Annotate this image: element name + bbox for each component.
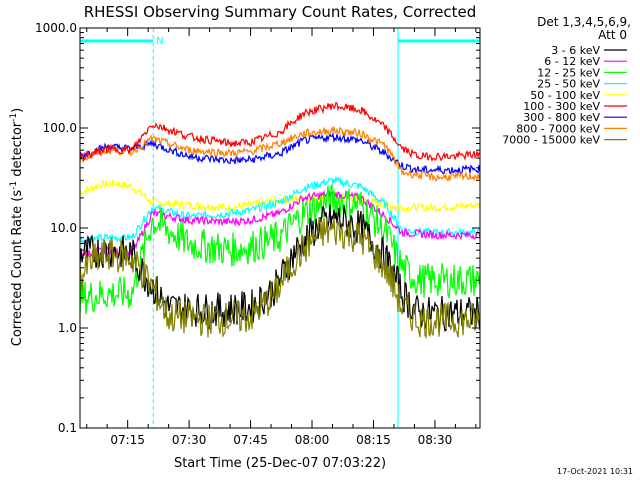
legend-header-line2: Att 0 xyxy=(598,28,627,42)
x-tick-label-1: 07:30 xyxy=(172,433,207,447)
series-line-6 xyxy=(79,131,481,176)
night-flag-label: N xyxy=(156,36,163,47)
x-tick-label-2: 07:45 xyxy=(233,433,268,447)
y-axis-label: Corrected Count Rate (s-1 detector-1) xyxy=(9,108,25,346)
series-line-4 xyxy=(79,179,481,214)
y-tick-label-0: 0.1 xyxy=(58,421,77,435)
legend-label-6: 300 - 800 keV xyxy=(523,111,600,124)
series-line-1 xyxy=(79,189,481,259)
x-tick-label-3: 08:00 xyxy=(295,433,330,447)
legend-header-line1: Det 1,3,4,5,6,9, xyxy=(537,15,631,29)
legend-label-4: 50 - 100 keV xyxy=(530,89,600,102)
series-line-8 xyxy=(79,217,481,340)
y-tick-label-3: 100.0 xyxy=(43,121,77,135)
x-tick-label-5: 08:30 xyxy=(418,433,453,447)
plot-area: N xyxy=(79,28,481,428)
series-line-2 xyxy=(79,182,481,315)
axes: 0.1 1.0 10.0 100.0 1000.0 07:15 07:30 07:45 08:0… xyxy=(35,21,481,447)
series-line-7 xyxy=(79,126,481,183)
legend-label-3: 25 - 50 keV xyxy=(537,78,600,91)
chart-title: RHESSI Observing Summary Count Rates, Co… xyxy=(84,3,477,21)
legend-label-5: 100 - 300 keV xyxy=(523,100,600,113)
y-tick-label-2: 10.0 xyxy=(50,221,77,235)
legend-label-2: 12 - 25 keV xyxy=(537,66,600,79)
legend-label-0: 3 - 6 keV xyxy=(551,44,600,57)
x-axis-label: Start Time (25-Dec-07 07:03:22) xyxy=(174,456,386,471)
x-tick-label-4: 08:15 xyxy=(356,433,391,447)
legend-label-8: 7000 - 15000 keV xyxy=(502,134,600,147)
series-line-5 xyxy=(79,101,481,162)
legend-label-7: 800 - 7000 keV xyxy=(516,122,600,135)
legend-label-1: 6 - 12 keV xyxy=(544,55,600,68)
series-line-0 xyxy=(79,204,481,332)
y-tick-label-4: 1000.0 xyxy=(35,21,77,35)
series-line-3 xyxy=(79,175,481,246)
y-tick-label-1: 1.0 xyxy=(58,321,77,335)
x-tick-label-0: 07:15 xyxy=(110,433,145,447)
date-stamp: 17-Oct-2021 10:31 xyxy=(557,467,633,476)
